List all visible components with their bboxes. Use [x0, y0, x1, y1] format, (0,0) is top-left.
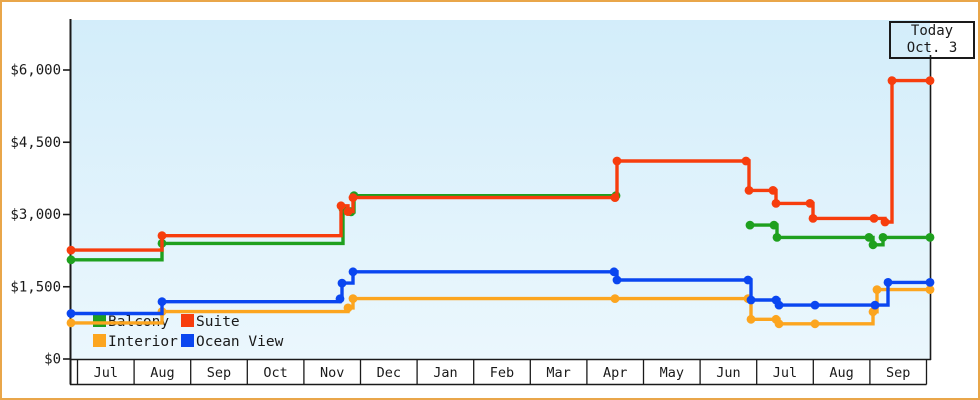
y-axis-tick-label: $0	[44, 352, 61, 368]
x-axis-month-label: May	[660, 365, 684, 381]
x-axis-month-label: Jul	[94, 365, 118, 381]
legend-swatch-interior	[93, 334, 106, 347]
today-date: Oct. 3	[906, 40, 958, 56]
data-point-suite[interactable]	[741, 156, 751, 166]
x-axis-month-label: Aug	[150, 365, 174, 381]
data-point-ocean-view[interactable]	[743, 275, 753, 285]
legend-swatch-suite	[181, 314, 194, 327]
legend-swatch-balcony	[93, 314, 106, 327]
data-point-suite[interactable]	[887, 76, 897, 85]
data-point-ocean-view[interactable]	[870, 300, 880, 310]
x-axis-month-label: Nov	[320, 365, 344, 381]
data-point-interior[interactable]	[810, 319, 820, 329]
data-point-interior[interactable]	[610, 294, 620, 303]
data-point-balcony[interactable]	[745, 220, 755, 230]
data-point-suite[interactable]	[808, 214, 818, 223]
series-suite	[66, 76, 935, 255]
today-label: Today	[910, 23, 954, 39]
legend-label-ocean-view: Ocean View	[196, 334, 284, 350]
data-point-ocean-view[interactable]	[335, 294, 345, 304]
legend-label-interior: Interior	[108, 334, 178, 350]
data-point-suite[interactable]	[880, 217, 890, 227]
legend-item-ocean-view: Ocean View	[181, 334, 284, 350]
data-point-suite[interactable]	[610, 193, 620, 203]
data-point-ocean-view[interactable]	[925, 278, 935, 287]
data-point-balcony[interactable]	[769, 220, 779, 230]
data-point-suite[interactable]	[348, 193, 358, 203]
y-axis-tick-label: $4,500	[10, 135, 61, 151]
plot-area	[71, 20, 930, 360]
data-point-suite[interactable]	[744, 186, 754, 195]
data-point-ocean-view[interactable]	[348, 267, 358, 277]
data-point-interior[interactable]	[868, 307, 878, 317]
data-point-balcony[interactable]	[864, 233, 874, 242]
data-point-ocean-view[interactable]	[746, 295, 756, 305]
data-point-balcony[interactable]	[772, 233, 782, 242]
legend-item-interior: Interior	[93, 334, 178, 350]
data-point-interior[interactable]	[925, 285, 935, 294]
data-point-suite[interactable]	[157, 231, 167, 241]
data-point-ocean-view[interactable]	[157, 297, 167, 307]
legend-swatch-ocean-view	[181, 334, 194, 347]
data-point-suite[interactable]	[771, 199, 781, 208]
today-marker-label: Today Oct. 3	[889, 21, 975, 59]
legend-label-suite: Suite	[196, 314, 240, 330]
x-axis-month-label: Jul	[773, 365, 797, 381]
series-ocean-view	[66, 267, 935, 318]
data-point-balcony[interactable]	[925, 233, 935, 242]
legend-item-suite: Suite	[181, 314, 240, 330]
data-point-interior[interactable]	[348, 294, 358, 303]
data-point-interior[interactable]	[774, 319, 784, 329]
data-point-suite[interactable]	[612, 156, 622, 166]
x-axis-month-label: Dec	[377, 365, 401, 381]
data-point-interior[interactable]	[343, 303, 353, 313]
y-axis-tick-label: $3,000	[10, 207, 61, 223]
data-point-suite[interactable]	[768, 186, 778, 195]
data-point-ocean-view[interactable]	[810, 300, 820, 310]
data-point-interior[interactable]	[66, 318, 76, 328]
x-axis-month-label: Jun	[716, 365, 740, 381]
x-axis-month-label: Mar	[546, 365, 570, 381]
data-point-ocean-view[interactable]	[337, 278, 347, 288]
data-point-ocean-view[interactable]	[612, 275, 622, 285]
x-axis-month-label: Oct	[263, 365, 287, 381]
x-axis-month-label: Apr	[603, 365, 627, 381]
data-point-ocean-view[interactable]	[66, 309, 76, 318]
data-point-suite[interactable]	[805, 199, 815, 208]
x-axis-month-label: Jan	[433, 365, 457, 381]
data-point-balcony[interactable]	[868, 240, 878, 250]
data-point-suite[interactable]	[66, 245, 76, 255]
data-point-ocean-view[interactable]	[774, 300, 784, 310]
data-point-ocean-view[interactable]	[609, 267, 619, 277]
y-axis-tick-label: $1,500	[10, 279, 61, 295]
data-point-interior[interactable]	[872, 285, 882, 294]
x-axis-month-label: Aug	[829, 365, 853, 381]
data-point-suite[interactable]	[336, 201, 346, 211]
data-point-suite[interactable]	[869, 214, 879, 223]
data-point-suite[interactable]	[925, 76, 935, 85]
data-point-balcony[interactable]	[878, 233, 888, 242]
y-axis-tick-label: $6,000	[10, 63, 61, 79]
data-point-ocean-view[interactable]	[883, 278, 893, 287]
data-point-interior[interactable]	[746, 314, 756, 324]
x-axis-month-label: Sep	[886, 365, 910, 381]
data-point-suite[interactable]	[343, 207, 353, 217]
data-point-balcony[interactable]	[66, 255, 76, 265]
x-axis-month-label: Sep	[207, 365, 231, 381]
x-axis-month-label: Feb	[490, 365, 514, 381]
